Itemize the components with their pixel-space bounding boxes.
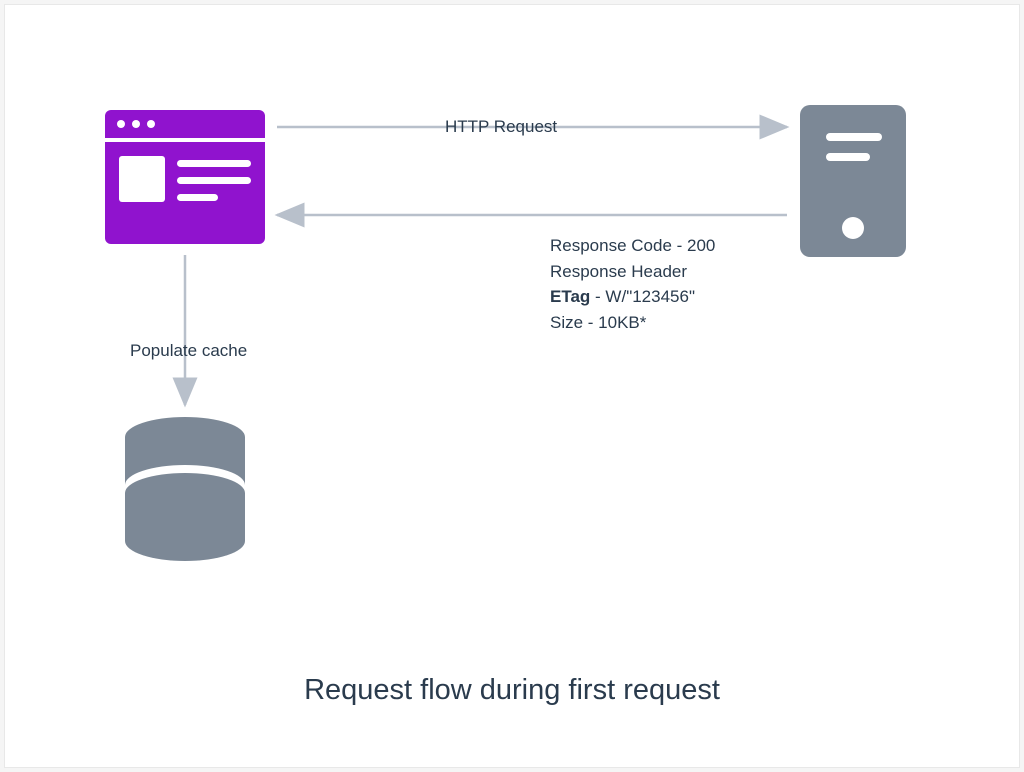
window-dot-icon xyxy=(132,120,140,128)
etag-label: ETag xyxy=(550,287,590,306)
response-details: Response Code - 200 Response Header ETag… xyxy=(550,233,715,335)
server-slot-icon xyxy=(826,153,870,161)
content-block-icon xyxy=(119,156,165,202)
text-line-icon xyxy=(177,177,251,184)
text-line-icon xyxy=(177,194,218,201)
server-slot-icon xyxy=(826,133,882,141)
diagram-title: Request flow during first request xyxy=(5,674,1019,707)
diagram-canvas: HTTP Request Populate cache Response Cod… xyxy=(4,4,1020,768)
cache-label: Populate cache xyxy=(130,341,247,361)
database-node xyxy=(123,415,247,565)
window-dot-icon xyxy=(147,120,155,128)
request-label: HTTP Request xyxy=(445,117,557,137)
response-header: Response Header xyxy=(550,259,715,285)
server-node xyxy=(800,105,906,257)
browser-titlebar xyxy=(105,110,265,138)
server-button-icon xyxy=(842,217,864,239)
response-code: Response Code - 200 xyxy=(550,233,715,259)
browser-node xyxy=(105,110,265,240)
browser-content xyxy=(105,142,265,244)
text-line-icon xyxy=(177,160,251,167)
response-etag: ETag - W/"123456" xyxy=(550,284,715,310)
etag-value: - W/"123456" xyxy=(590,287,695,306)
content-lines xyxy=(177,156,251,230)
database-icon xyxy=(123,415,247,565)
response-size: Size - 10KB* xyxy=(550,310,715,336)
window-dot-icon xyxy=(117,120,125,128)
